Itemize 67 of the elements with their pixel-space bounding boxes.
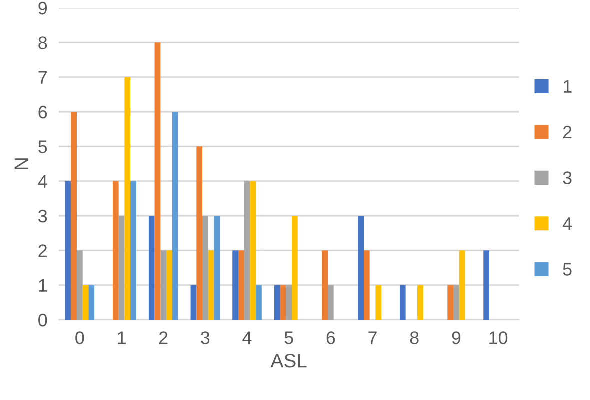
y-tick-label: 7 — [38, 71, 47, 84]
x-tick-label: 3 — [201, 332, 210, 344]
bar — [160, 250, 167, 320]
y-tick-label: 0 — [38, 314, 48, 327]
y-tick-label: 6 — [38, 106, 48, 119]
y-tick-label: 8 — [38, 36, 48, 50]
x-tick-label: 9 — [452, 332, 461, 344]
x-axis-title: ASL — [270, 354, 307, 368]
bar — [286, 285, 292, 320]
y-tick-label: 3 — [38, 210, 48, 223]
bar — [112, 181, 119, 320]
bar — [118, 216, 125, 320]
bar — [322, 250, 328, 320]
bar — [250, 181, 256, 320]
bar — [364, 250, 370, 320]
bar — [454, 285, 460, 320]
bar — [166, 250, 172, 320]
x-tick-label: 2 — [159, 332, 168, 344]
bar — [202, 216, 208, 320]
y-tick-label: 1 — [39, 279, 48, 292]
bar — [238, 250, 244, 320]
bar — [232, 250, 238, 320]
bar — [358, 216, 364, 320]
bar — [208, 250, 214, 320]
bar — [154, 42, 161, 320]
legend-label: 4 — [562, 218, 572, 230]
x-tick-label: 5 — [284, 332, 294, 344]
bar — [172, 112, 178, 320]
bar — [448, 285, 454, 320]
bar — [418, 285, 424, 320]
x-tick-label: 0 — [76, 332, 84, 344]
bar — [274, 285, 280, 320]
x-tick-label: 1 — [118, 332, 126, 344]
bar — [82, 285, 89, 320]
y-tick-label: 5 — [38, 140, 48, 154]
y-tick-label: 2 — [38, 244, 47, 258]
x-tick-label: 8 — [410, 332, 419, 344]
legend-label: 1 — [564, 80, 572, 93]
bar — [214, 216, 220, 320]
bar — [484, 250, 490, 320]
bar — [328, 285, 334, 320]
bar — [292, 216, 298, 320]
y-axis-title: N — [14, 158, 28, 170]
y-tick-label: 9 — [38, 2, 48, 15]
bar — [400, 285, 406, 320]
bar — [280, 285, 286, 320]
x-tick-label: 4 — [242, 332, 252, 344]
y-tick-label: 4 — [38, 175, 48, 188]
bar — [190, 285, 197, 320]
bar — [376, 285, 382, 320]
bar — [71, 112, 77, 320]
x-tick-label: 10 — [490, 332, 508, 344]
legend-label: 3 — [563, 172, 572, 184]
bar — [196, 146, 202, 320]
bar — [148, 216, 155, 320]
bar — [88, 285, 95, 320]
legend-label: 2 — [563, 126, 572, 139]
bar — [256, 285, 262, 320]
x-tick-label: 6 — [326, 332, 336, 344]
bar — [459, 250, 466, 320]
x-tick-label: 7 — [368, 332, 377, 344]
bar — [124, 77, 131, 320]
bar — [76, 250, 83, 320]
bar — [130, 181, 136, 320]
bar — [65, 181, 72, 320]
legend-label: 5 — [563, 263, 572, 276]
bar — [244, 181, 250, 320]
